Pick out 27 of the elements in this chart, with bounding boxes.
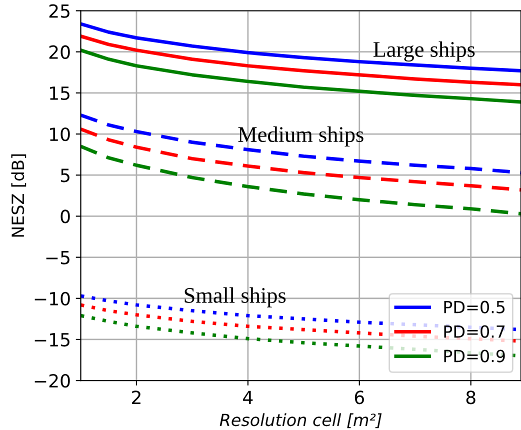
- y-tick-label: 20: [49, 45, 70, 59]
- y-tick-label: −15: [34, 333, 70, 347]
- y-tick-label: 10: [50, 127, 70, 142]
- y-tick-label: 5: [60, 168, 70, 182]
- legend-label: PD=0.7: [444, 325, 505, 338]
- x-axis-title: Resolution cell [m²]: [220, 413, 382, 428]
- annotation: Medium ships: [238, 126, 364, 147]
- x-tick-label: 4: [243, 390, 253, 404]
- legend-label: PD=0.9: [444, 350, 505, 362]
- y-tick-label: 25: [49, 4, 70, 18]
- y-axis-title: NESZ [dB]: [11, 154, 26, 237]
- line-series: [80, 144, 521, 216]
- x-tick-label: 8: [466, 390, 476, 404]
- y-tick-label: 0: [60, 210, 70, 224]
- line-series: [80, 113, 521, 174]
- line-series: [80, 127, 521, 192]
- x-tick-label: 2: [132, 390, 140, 404]
- line-series: [80, 34, 521, 86]
- annotation: Large ships: [373, 41, 475, 62]
- legend-label: PD=0.5: [444, 300, 505, 314]
- annotation: Small ships: [184, 287, 286, 308]
- y-tick-label: −5: [46, 250, 70, 264]
- x-tick-label: 6: [354, 390, 364, 404]
- y-tick-label: 15: [50, 86, 70, 100]
- line-series: [80, 22, 521, 72]
- y-tick-label: −10: [34, 292, 70, 306]
- y-tick-label: −20: [34, 374, 70, 388]
